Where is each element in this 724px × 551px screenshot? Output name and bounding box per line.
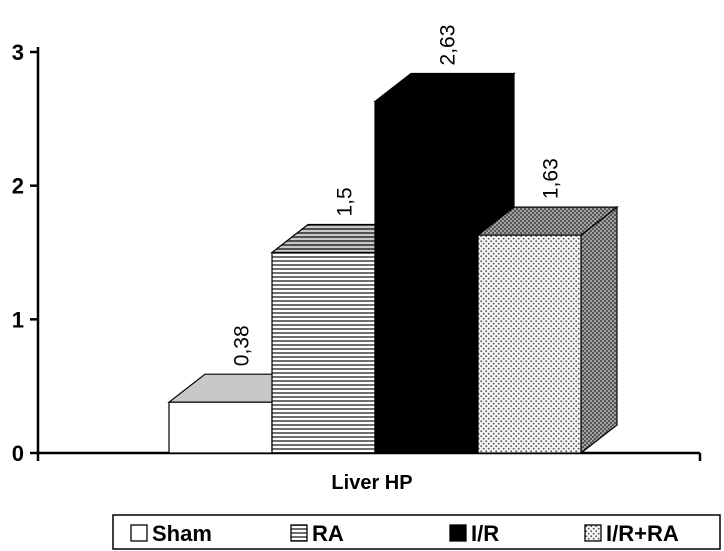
legend-item-i-r-ra: I/R+RA [584, 521, 679, 546]
y-tick-label-2: 2 [12, 174, 24, 199]
bar-front-ra [271, 251, 376, 454]
legend-label-sham: Sham [152, 521, 212, 546]
legend-label-i-r-ra: I/R+RA [606, 521, 679, 546]
x-category-label: Liver HP [331, 472, 412, 494]
legend-swatch-sham [130, 524, 148, 542]
data-label-i-r-ra: 1,63 [540, 158, 563, 199]
legend-swatch-i-r-ra [584, 524, 602, 542]
axes: 0 1 2 3 Liver HP [12, 40, 702, 494]
bars [167, 72, 619, 455]
bar-front-i-r [374, 100, 479, 454]
bar-front-i-r-ra [477, 234, 582, 454]
data-label-sham: 0,38 [231, 325, 254, 366]
bar-side-i-r-ra [580, 205, 618, 455]
y-tick-label-1: 1 [12, 307, 24, 332]
bar-front-sham [168, 401, 273, 454]
data-label-ra: 1,5 [334, 187, 357, 216]
data-label-i-r: 2,63 [437, 25, 460, 66]
legend-item-ra: RA [290, 521, 344, 546]
legend: Sham RA I/R I/R+RA [112, 514, 721, 550]
legend-swatch-ra [290, 524, 308, 542]
legend-box [112, 514, 721, 550]
y-tick-label-3: 3 [12, 40, 24, 65]
legend-item-sham: Sham [130, 521, 212, 546]
legend-swatch-i-r [449, 524, 467, 542]
legend-label-i-r: I/R [471, 521, 499, 546]
y-tick-label-0: 0 [12, 441, 24, 466]
data-labels: 0,38 1,5 2,63 1,63 [231, 25, 563, 367]
bar-i-r-ra [476, 205, 619, 455]
legend-label-ra: RA [312, 521, 344, 546]
legend-item-i-r: I/R [449, 521, 499, 546]
